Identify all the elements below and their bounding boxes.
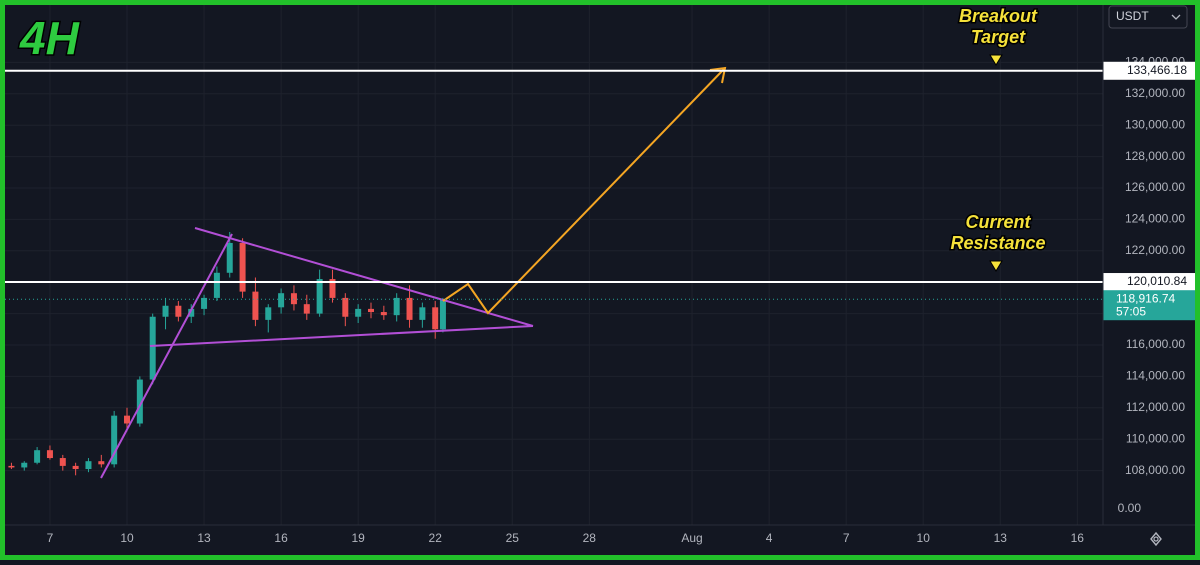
currency-selector[interactable]: USDT <box>1108 5 1188 29</box>
y-tick-label: 128,000.00 <box>1125 149 1185 163</box>
x-tick-label: 13 <box>197 531 211 545</box>
support-trendline <box>100 233 233 479</box>
y-tick-label: 112,000.00 <box>1126 400 1185 414</box>
settings-dot <box>1153 536 1159 542</box>
x-tick-label: 28 <box>583 531 597 545</box>
candle-body <box>136 379 143 424</box>
candle-body <box>46 450 53 459</box>
upper-trendline <box>194 227 534 327</box>
x-tick-label: 4 <box>766 531 773 545</box>
y-tick-label: 110,000.00 <box>1126 431 1185 445</box>
y-tick-label: 122,000.00 <box>1125 243 1185 257</box>
settings-shape[interactable] <box>1150 531 1162 547</box>
y-tick-label: 108,000.00 <box>1125 463 1185 477</box>
projection-arrowhead <box>709 66 727 84</box>
candle-body <box>8 465 15 468</box>
level-label: 120,010.84 <box>1127 274 1187 288</box>
candle-body <box>355 308 362 317</box>
candle-body <box>175 305 182 317</box>
candle-body <box>393 297 400 316</box>
candle-body <box>303 304 310 314</box>
annotation-text: Resistance <box>950 233 1045 253</box>
candle-body <box>439 299 446 330</box>
candle-body <box>226 242 233 273</box>
annotation-text: Current <box>965 212 1031 232</box>
candle-body <box>213 272 220 298</box>
annotation-arrow <box>989 54 1003 66</box>
candle-body <box>201 297 208 309</box>
candle-body <box>265 307 272 320</box>
candle-body <box>111 415 118 465</box>
candle-body <box>316 279 323 314</box>
last-price-box <box>1103 290 1195 321</box>
chevron <box>1171 14 1181 20</box>
x-tick-label: 10 <box>917 531 931 545</box>
currency-label[interactable]: USDT <box>1116 9 1149 23</box>
candle-body <box>368 308 374 313</box>
candle-body <box>21 462 28 468</box>
x-tick-label: Aug <box>681 531 702 545</box>
annotation-text: Target <box>971 27 1026 47</box>
candle-body <box>59 458 66 466</box>
y-tick-label: 126,000.00 <box>1125 180 1185 194</box>
triangle-pattern <box>100 227 534 479</box>
y-tick-label: 114,000.00 <box>1126 369 1185 383</box>
y-tick-label: 132,000.00 <box>1125 86 1185 100</box>
candle-body <box>406 297 413 320</box>
countdown-label: 57:05 <box>1116 304 1146 318</box>
level-label-box <box>1103 61 1195 80</box>
candle-body <box>34 450 41 463</box>
candle-body <box>85 461 92 470</box>
candle-body <box>98 461 105 465</box>
candle-body <box>419 307 426 320</box>
level-label: 133,466.18 <box>1127 63 1187 77</box>
candle-body <box>149 316 156 380</box>
candle-body <box>252 291 259 320</box>
candle-body <box>278 293 285 308</box>
candle-body <box>380 312 387 316</box>
candle-body <box>188 308 195 317</box>
y-tick-label: 130,000.00 <box>1125 117 1185 131</box>
currency-box[interactable] <box>1108 5 1188 29</box>
candle-body <box>162 305 169 317</box>
x-tick-label: 7 <box>843 531 850 545</box>
candle-body <box>72 465 79 470</box>
annotation-text: Breakout <box>959 6 1038 26</box>
y-tick-label: 116,000.00 <box>1126 337 1185 351</box>
candle-body <box>342 297 349 317</box>
candle-body <box>290 293 297 305</box>
candle-body <box>432 307 439 330</box>
projection-path <box>442 67 726 315</box>
timeframe-label: 4H <box>19 12 80 64</box>
x-tick-label: 16 <box>274 531 288 545</box>
candle-body <box>329 279 336 298</box>
level-label-box <box>1103 273 1195 292</box>
x-tick-label: 13 <box>994 531 1008 545</box>
x-tick-label: 10 <box>120 531 134 545</box>
x-tick-label: 16 <box>1071 531 1085 545</box>
annotation-arrow <box>989 260 1003 272</box>
x-tick-label: 7 <box>47 531 54 545</box>
x-tick-label: 25 <box>506 531 520 545</box>
lower-pane-tick-label: 0.00 <box>1118 501 1142 515</box>
candle-body <box>124 415 130 424</box>
x-tick-label: 19 <box>351 531 365 545</box>
lower-trendline <box>149 325 534 347</box>
settings-icon[interactable] <box>1150 531 1162 547</box>
y-tick-label: 124,000.00 <box>1125 212 1185 226</box>
last-price-label: 118,916.74 <box>1116 291 1175 305</box>
x-tick-label: 22 <box>429 531 443 545</box>
candle-body <box>239 242 246 292</box>
